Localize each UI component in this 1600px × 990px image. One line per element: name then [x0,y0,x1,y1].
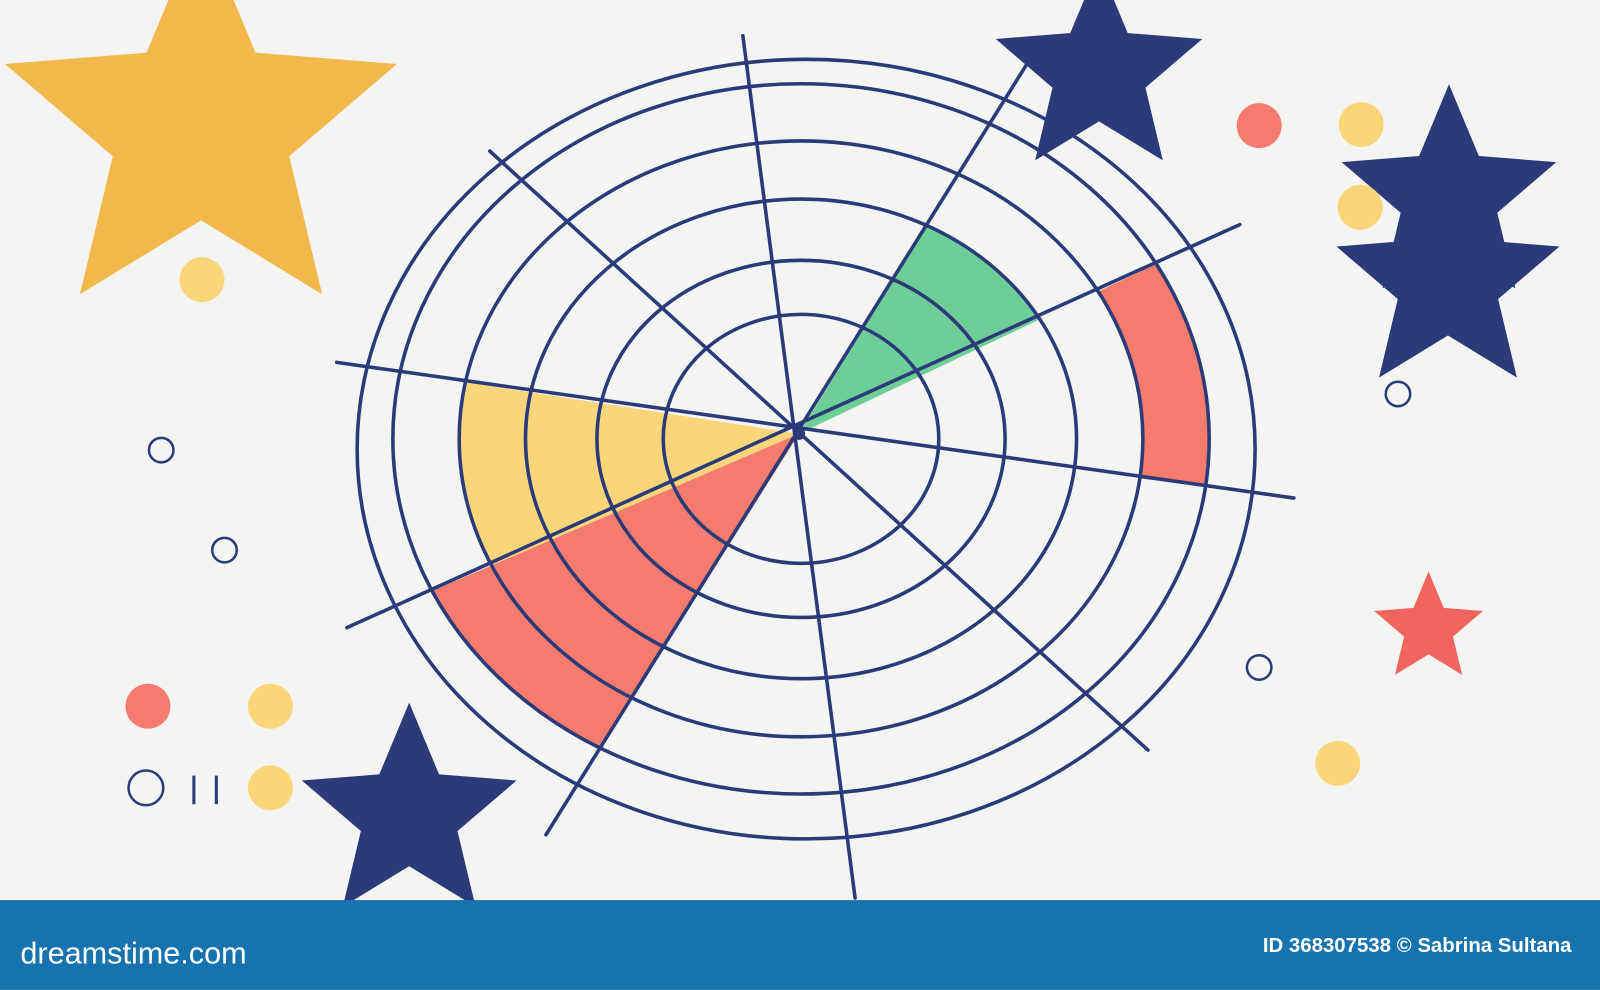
ring [391,81,1211,796]
yellow-sector [459,326,799,725]
dot [179,257,225,303]
dot [125,683,171,729]
ring [523,197,1079,681]
star-outline [1075,47,1124,93]
spokes [334,34,1296,900]
spoke [488,149,1150,752]
ring-dot [1247,655,1271,679]
ring-dot [212,538,236,562]
dot [247,765,293,811]
footer-bar [0,900,1600,990]
star [147,71,256,174]
rings [355,57,1257,841]
ring [457,139,1145,739]
star-outline [1422,255,1474,305]
dot [1337,184,1383,230]
decorations [126,47,1483,837]
dot [1338,102,1384,148]
ring-dot [149,438,173,462]
site-name[interactable]: dreamstime.com [20,936,246,970]
ring [595,258,1007,620]
spoke [544,59,1031,837]
hub [792,427,806,440]
image-credit: ID 368307538 © Sabrina Sultana [1263,935,1572,957]
ring-dot [129,771,164,806]
ring [355,57,1257,841]
ring-dot [1386,382,1410,406]
dot [247,683,293,729]
green-sector [798,199,1077,434]
dot [1315,740,1361,786]
dot [1236,103,1282,149]
spoke [741,34,857,900]
spoke [334,360,1296,500]
ring [661,312,941,566]
star-outline [384,789,434,837]
